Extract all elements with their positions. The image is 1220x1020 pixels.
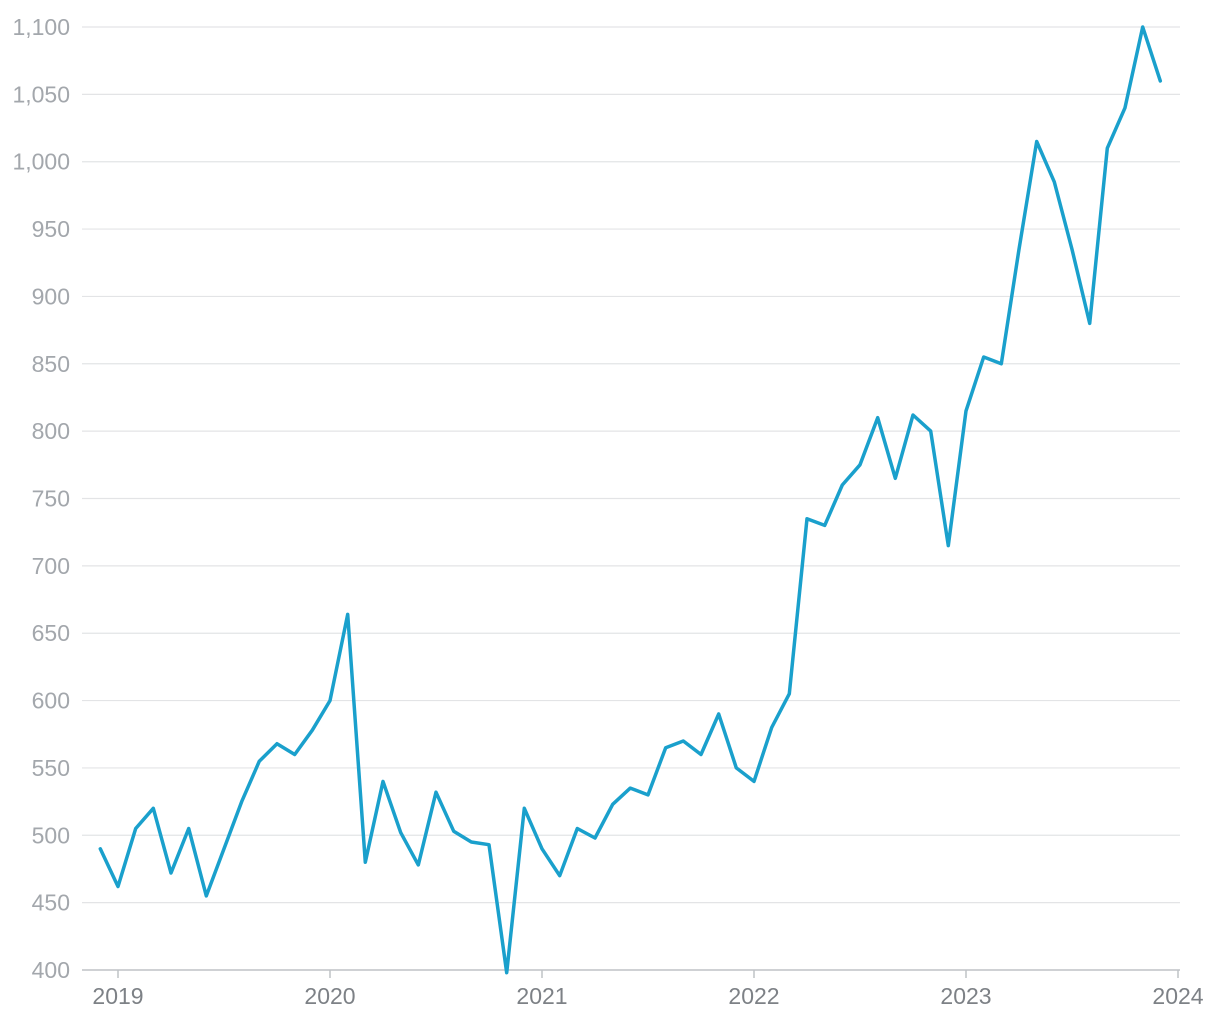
y-tick-label: 1,100 [12, 14, 70, 40]
y-tick-label: 800 [32, 418, 70, 444]
y-tick-label: 950 [32, 216, 70, 242]
y-tick-label: 750 [32, 486, 70, 512]
y-tick-label: 900 [32, 283, 70, 309]
x-tick-label: 2021 [516, 983, 567, 1009]
y-tick-label: 450 [32, 890, 70, 916]
y-tick-label: 650 [32, 620, 70, 646]
gridlines [82, 26, 1180, 904]
x-tick-label: 2023 [940, 983, 991, 1009]
y-tick-label: 1,000 [12, 149, 70, 175]
x-axis: 2019 2020 2021 2022 2023 2024 [82, 969, 1204, 1009]
x-tick-label: 2019 [92, 983, 143, 1009]
x-tick-label: 2024 [1152, 983, 1203, 1009]
y-tick-label: 500 [32, 822, 70, 848]
y-axis: 400 450 500 550 600 650 700 750 800 850 900 950 1,00… [12, 14, 70, 983]
y-tick-label: 1,050 [12, 81, 70, 107]
y-tick-label: 550 [32, 755, 70, 781]
y-tick-label: 850 [32, 351, 70, 377]
x-tick-label: 2022 [728, 983, 779, 1009]
series-layer [98, 25, 1163, 975]
series-line [98, 25, 1163, 975]
y-tick-label: 600 [32, 688, 70, 714]
y-tick-label: 700 [32, 553, 70, 579]
y-tick-label: 400 [32, 957, 70, 983]
x-tick-label: 2020 [304, 983, 355, 1009]
